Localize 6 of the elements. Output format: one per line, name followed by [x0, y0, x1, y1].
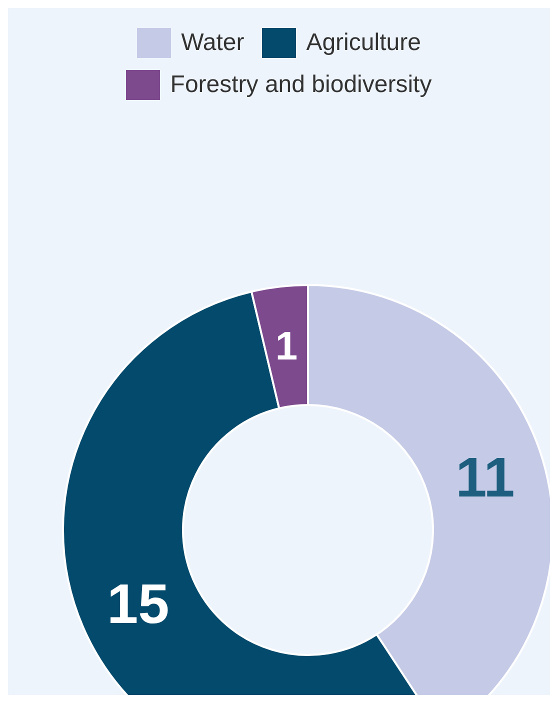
- legend-label: Water: [181, 29, 244, 57]
- data-label: 15: [106, 572, 170, 635]
- legend-label: Agriculture: [306, 29, 421, 57]
- data-label: 1: [275, 324, 298, 368]
- data-label: 11: [456, 445, 515, 508]
- legend-label: Forestry and biodiversity: [170, 71, 432, 99]
